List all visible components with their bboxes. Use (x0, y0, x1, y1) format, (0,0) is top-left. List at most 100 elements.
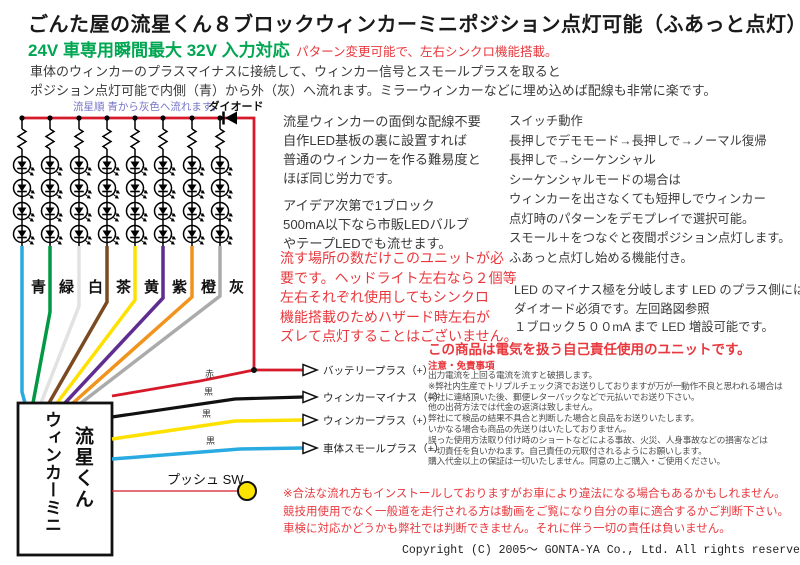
wire-color-label: 緑 (59, 278, 75, 296)
text-line: 車検に対応かどうかも弊社では判断できません。それに伴う一切の責任は負いません。 (283, 523, 731, 535)
unit-name-secondary: ウィンカーミニ (42, 411, 61, 534)
legality-warning-text: ※合法な流れ方もインストールしておりますがお車により違法になる場合もあるかもしれ… (283, 486, 789, 539)
copyright: Copyright (C) 2005～ GONTA-YA Co., Ltd. A… (402, 544, 800, 557)
wire-blue (20, 246, 27, 404)
led-branch-note: LED のマイナス極を分岐します LED のプラス側には ダイオード必須です。左… (514, 281, 800, 337)
disclaimer-text: 出力電流を上回る電流を流すと破損します。 ※弊社内生産でトリプルチェック済でお送… (428, 370, 783, 467)
page-title: ごんた屋の流星くん８ブロックウィンカーミニポジション点灯可能（ふあっと点灯） (28, 14, 800, 36)
text-line: 誤った使用方法取り付け時のショートなどによる事故、火災、人身事故などの損害などは (428, 434, 768, 445)
connector-arrow-icon (302, 363, 320, 377)
text-line: 一切責任を負いかねます。自己責任の元取付されるようにお願いします。 (428, 445, 707, 456)
subtitle-spec: 24V 車専用瞬間最大 32V 入力対応 (28, 41, 290, 60)
connector-label: バッテリープラス（+） (323, 365, 433, 377)
text-line: 自作LED基板の裏に設置すれば (283, 133, 467, 148)
text-line: 普通のウィンカーを作る難易度と (283, 152, 481, 167)
subtitle: 24V 車専用瞬間最大 32V 入力対応 パターン変更可能で、左右シンクロ機能搭… (28, 36, 558, 61)
text-line: ポジション点灯可能で内側（青）から外（灰）へ流れます。ミラーウィンカーなどに埋め… (30, 83, 717, 98)
connector-label: 車体スモールプラス（+） (323, 442, 444, 455)
text-line: １ブロック５００mA まで LED 増設可能です。 (514, 320, 774, 334)
winker-plus-wire (111, 418, 304, 441)
text-line: 機能搭載のためハザード時左右が (280, 308, 490, 325)
wire-green (31, 246, 52, 404)
wire-yellow (55, 246, 137, 405)
text-line: 購入代金以上の保証は一切いたしません。同意の上ご購入・ご使用ください。 (428, 456, 726, 467)
text-line: ズレて点灯することはございません。 (280, 328, 518, 344)
diode-label: ダイオード (209, 99, 264, 113)
text-line: ほぼ同じ労力です。 (283, 171, 401, 186)
wire-color-label: 茶 (116, 278, 132, 296)
text-line: 弊社にて検品の結果不具合と判断した場合と良品をお送りいたします。 (428, 413, 700, 424)
switch-operation-text: スイッチ動作 長押しでデモモード→長押しで→ノーマル復帰 長押しで→シーケンシャ… (509, 112, 791, 268)
self-responsibility-headline: この商品は電気を扱う自己責任使用のユニットです。 (428, 342, 751, 357)
power-bus-wire (22, 116, 303, 372)
diode-icon (222, 111, 237, 125)
text-line: 500mA以下なら市販LEDバルブ (283, 217, 470, 232)
sync-warning-text: 流す場所の数だけこのユニットが必 要です。ヘッドライト左右なら２個等 左右それぞ… (280, 249, 518, 347)
text-line: ウィンカーを出さなくても短押しでウィンカー (509, 192, 766, 206)
text-line: 競技用使用でなく一般道を走行される方は動画をご覧になり自分の車に適合するかご判断… (283, 505, 789, 518)
connector-label: ウィンカープラス（+） (323, 415, 433, 427)
text-line: 長押しで→シーケンシャル (509, 153, 656, 167)
text-line: スイッチ動作 (509, 114, 583, 128)
wire-brown (47, 246, 109, 404)
wire-color-label: 白 (88, 278, 103, 296)
text-line: アイデア次第で1ブロック (283, 198, 435, 213)
wire-orange (71, 246, 194, 405)
text-line: 点灯時のパターンをデモプレイで選択可能。 (509, 211, 755, 226)
text-line: 出力電流を上回る電流を流すと破損します。 (428, 370, 598, 380)
mid-paragraph-1: 流星ウィンカーの面倒な配線不要 自作LED基板の裏に設置すれば 普通のウィンカー… (283, 112, 481, 188)
wire-white (39, 246, 81, 404)
junction-dot (251, 367, 257, 373)
disclaimer-subhead: 注意・免責事項 (428, 361, 495, 372)
wire-color-label: 橙 (201, 278, 217, 296)
text-line: 他の出荷方法では代金の返済は致しません。 (428, 402, 598, 413)
led-column (99, 115, 120, 247)
led-column (14, 115, 35, 247)
text-line: やテープLEDでも流せます。 (283, 236, 452, 251)
led-column (155, 115, 176, 247)
text-line: 流星ウィンカーの面倒な配線不要 (283, 114, 481, 129)
unit-name-primary: 流星くん (72, 426, 93, 510)
unit-box (16, 401, 114, 557)
wire-purple (63, 246, 165, 405)
led-column (42, 115, 63, 247)
led-column (212, 115, 233, 247)
push-switch-icon (237, 481, 257, 501)
text-line: ※合法な流れ方もインストールしておりますがお車により違法になる場合もあるかもしれ… (283, 488, 786, 500)
intro-paragraph: 車体のウィンカーのプラスマイナスに接続して、ウィンカー信号とスモールプラスを取る… (30, 62, 716, 100)
text-line: 流す場所の数だけこのユニットが必 (280, 250, 504, 266)
flow-order-note: 流星順 青から灰色へ流れます。 (73, 101, 222, 113)
text-line: 左右それぞれ使用してもシンクロ (280, 289, 489, 305)
wire-gray (79, 246, 222, 405)
text-line: ※弊社内生産でトリプルチェック済でお送りしておりますが万が一動作不良と思われる場… (428, 380, 783, 391)
wire-tag: 赤 (205, 369, 214, 379)
wire-tag: 黒 (204, 387, 213, 397)
connector-arrow-icon (302, 390, 320, 404)
wire-tag: 黒 (202, 409, 211, 419)
text-line: 車体のウィンカーのプラスマイナスに接続して、ウィンカー信号とスモールプラスを取る… (30, 64, 561, 79)
wire-color-label: 黄 (144, 278, 159, 296)
battery-wire-from-unit (111, 368, 255, 398)
text-line: 弊社に連絡頂いた後、郵便レターパックなどで元払いでお送り下さい。 (428, 391, 700, 402)
led-column (127, 115, 148, 247)
led-column (184, 115, 205, 247)
wire-tag: 黒 (206, 436, 215, 446)
wire-color-label: 灰 (229, 278, 244, 296)
text-line: LED のマイナス極を分岐します LED のプラス側には (514, 283, 800, 297)
text-line: ダイオード必須です。左回路図参照 (514, 301, 710, 316)
text-line: 長押しでデモモード→長押しで→ノーマル復帰 (509, 133, 767, 148)
text-line: いかなる場合も商品の先送りはいたしておりません。 (428, 423, 632, 434)
connector-arrow-icon (302, 441, 320, 455)
connector-label: ウィンカーマイナス（−） (323, 392, 444, 404)
text-line: シーケンシャルモードの場合は (509, 172, 681, 187)
wire-color-label: 青 (31, 278, 46, 296)
mid-paragraph-2: アイデア次第で1ブロック 500mA以下なら市販LEDバルブ やテープLEDでも… (283, 196, 469, 253)
wire-color-label: 紫 (172, 279, 187, 296)
text-line: 要です。ヘッドライト左右なら２個等 (280, 269, 517, 286)
led-column (71, 115, 92, 247)
text-line: スモール＋をつなぐと夜間ポジション点灯します。 (509, 231, 791, 245)
small-plus-wire (111, 446, 304, 461)
text-line: ふあっと点灯し始める機能付き。 (509, 250, 693, 265)
